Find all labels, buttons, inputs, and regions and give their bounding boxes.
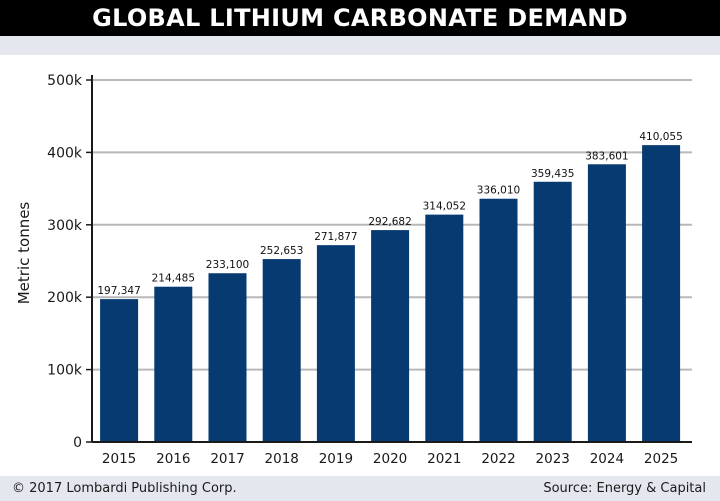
- y-axis-label: Metric tonnes: [15, 202, 33, 305]
- bar-value-label: 233,100: [206, 259, 249, 271]
- bar: [642, 145, 681, 442]
- x-tick-label: 2016: [156, 451, 190, 467]
- bar-value-label: 314,052: [423, 201, 466, 213]
- chart-title: GLOBAL LITHIUM CARBONATE DEMAND: [92, 4, 628, 32]
- bar-value-label: 271,877: [314, 231, 357, 243]
- bar: [316, 245, 355, 442]
- bars: [100, 145, 681, 443]
- bar-value-label: 292,682: [368, 216, 411, 228]
- bar-value-label: 410,055: [639, 131, 682, 143]
- bar-value-label: 197,347: [97, 285, 140, 297]
- x-tick-label: 2022: [481, 451, 515, 467]
- x-tick-label: 2018: [265, 451, 299, 467]
- footer: © 2017 Lombardi Publishing Corp. Source:…: [0, 476, 720, 501]
- x-tick-label: 2020: [373, 451, 407, 467]
- copyright-text: © 2017 Lombardi Publishing Corp.: [12, 481, 237, 496]
- bar-chart: 197,347 214,485 233,100 252,653 271,877 292,6…: [0, 55, 720, 476]
- data-labels: 197,347 214,485 233,100 252,653 271,877 292,6…: [97, 131, 682, 297]
- tick-labels: 0 100k 200k 300k 400k 500k 2015 2016 2017 2018 201…: [47, 73, 678, 467]
- bar-value-label: 336,010: [477, 185, 520, 197]
- bar: [208, 273, 247, 442]
- source-text: Source: Energy & Capital: [543, 481, 706, 496]
- bar-value-label: 214,485: [152, 273, 195, 285]
- bar: [587, 164, 626, 442]
- bar-value-label: 252,653: [260, 245, 303, 257]
- x-tick-label: 2017: [210, 451, 244, 467]
- x-tick-label: 2019: [319, 451, 353, 467]
- x-tick-label: 2024: [590, 451, 624, 467]
- y-tick-label: 300k: [47, 218, 83, 234]
- y-tick-label: 400k: [47, 145, 83, 161]
- bar: [100, 299, 139, 442]
- y-tick-label: 200k: [47, 290, 83, 306]
- bar: [262, 259, 301, 442]
- bar-value-label: 383,601: [585, 150, 628, 162]
- x-tick-label: 2025: [644, 451, 678, 467]
- bar: [479, 198, 518, 442]
- bar: [371, 230, 410, 442]
- x-tick-label: 2021: [427, 451, 461, 467]
- title-bar: GLOBAL LITHIUM CARBONATE DEMAND: [0, 0, 720, 36]
- y-tick-label: 500k: [47, 73, 83, 89]
- axes: [86, 75, 692, 443]
- x-tick-label: 2015: [102, 451, 136, 467]
- bar: [154, 286, 193, 442]
- y-tick-label: 100k: [47, 363, 83, 379]
- bar: [533, 181, 572, 443]
- x-tick-label: 2023: [536, 451, 570, 467]
- bar-value-label: 359,435: [531, 168, 574, 180]
- y-tick-label: 0: [73, 435, 82, 451]
- bar: [425, 214, 464, 442]
